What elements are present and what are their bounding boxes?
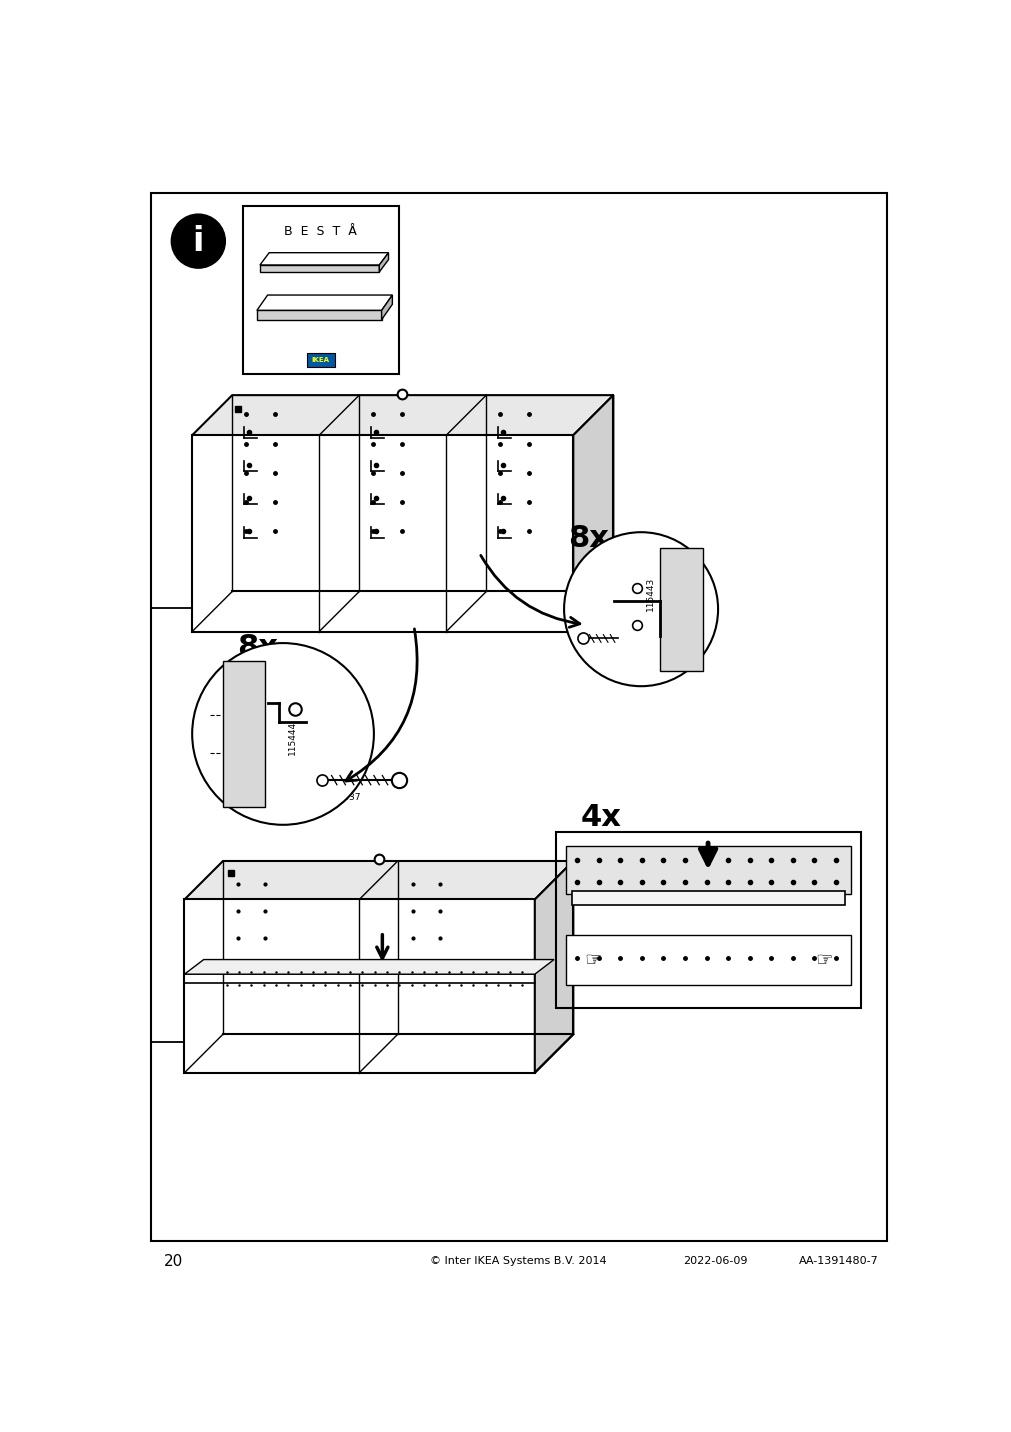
- Polygon shape: [257, 311, 381, 319]
- Text: 115443: 115443: [645, 577, 654, 611]
- FancyArrowPatch shape: [376, 935, 387, 958]
- Text: AA-1391480-7: AA-1391480-7: [799, 1256, 878, 1266]
- Polygon shape: [184, 899, 534, 1073]
- Bar: [565, 935, 850, 985]
- Bar: [306, 352, 335, 367]
- Text: ☞: ☞: [583, 951, 601, 969]
- Polygon shape: [184, 861, 573, 899]
- FancyArrowPatch shape: [480, 556, 579, 627]
- Polygon shape: [381, 295, 392, 319]
- Polygon shape: [260, 252, 388, 265]
- Polygon shape: [534, 861, 573, 1073]
- Text: 116637: 116637: [327, 792, 362, 802]
- Bar: [222, 660, 265, 808]
- Text: 8x: 8x: [567, 524, 609, 553]
- Text: 116637: 116637: [601, 652, 635, 660]
- Circle shape: [171, 213, 225, 269]
- Polygon shape: [184, 959, 554, 974]
- FancyArrowPatch shape: [346, 629, 417, 780]
- Circle shape: [192, 643, 373, 825]
- Text: © Inter IKEA Systems B.V. 2014: © Inter IKEA Systems B.V. 2014: [430, 1256, 607, 1266]
- Polygon shape: [192, 435, 573, 632]
- Polygon shape: [573, 395, 613, 632]
- Circle shape: [563, 533, 718, 686]
- Text: 115444: 115444: [287, 720, 296, 755]
- Text: B  E  S  T  Å: B E S T Å: [284, 225, 357, 238]
- Text: 2022-06-09: 2022-06-09: [682, 1256, 747, 1266]
- Polygon shape: [379, 252, 388, 272]
- Text: i: i: [192, 225, 204, 258]
- Text: 4x: 4x: [580, 802, 622, 832]
- Bar: [660, 547, 702, 670]
- Bar: [556, 832, 859, 1008]
- Bar: [243, 206, 398, 374]
- Text: IKEA: IKEA: [311, 357, 330, 362]
- Bar: [571, 891, 844, 905]
- Polygon shape: [260, 265, 379, 272]
- Text: 20: 20: [164, 1254, 183, 1269]
- Text: 8x: 8x: [237, 633, 277, 662]
- Text: ☞: ☞: [815, 951, 832, 969]
- Polygon shape: [192, 395, 613, 435]
- Bar: [565, 846, 850, 894]
- Polygon shape: [257, 295, 392, 311]
- FancyArrowPatch shape: [700, 843, 715, 865]
